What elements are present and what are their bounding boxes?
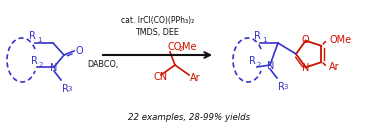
Text: 22 examples, 28-99% yields: 22 examples, 28-99% yields (128, 113, 250, 122)
Text: R: R (278, 82, 285, 92)
Text: 3: 3 (67, 86, 71, 92)
Text: Ar: Ar (190, 73, 201, 83)
Text: N: N (302, 63, 309, 73)
Text: Ar: Ar (329, 62, 340, 72)
Text: N: N (50, 63, 58, 73)
Text: N: N (267, 61, 275, 71)
Text: 1: 1 (262, 37, 266, 43)
Text: O: O (76, 46, 84, 56)
Text: R: R (249, 56, 256, 66)
Text: DABCO,: DABCO, (87, 60, 118, 68)
Text: CN: CN (154, 72, 168, 82)
Text: CO: CO (168, 42, 182, 52)
Text: 3: 3 (283, 84, 288, 90)
Text: 2: 2 (39, 62, 43, 68)
Text: R: R (29, 31, 36, 41)
Text: Me: Me (182, 42, 197, 52)
Text: R: R (254, 31, 260, 41)
Text: 1: 1 (37, 37, 42, 43)
Text: 2: 2 (257, 62, 261, 68)
Text: TMDS, DEE: TMDS, DEE (136, 28, 180, 36)
Text: O: O (302, 35, 310, 45)
Text: cat. IrCl(CO)(PPh₃)₂: cat. IrCl(CO)(PPh₃)₂ (121, 15, 194, 25)
Text: R: R (62, 84, 69, 94)
Text: 2: 2 (179, 46, 183, 52)
Text: OMe: OMe (329, 35, 352, 45)
Text: R: R (31, 56, 37, 66)
